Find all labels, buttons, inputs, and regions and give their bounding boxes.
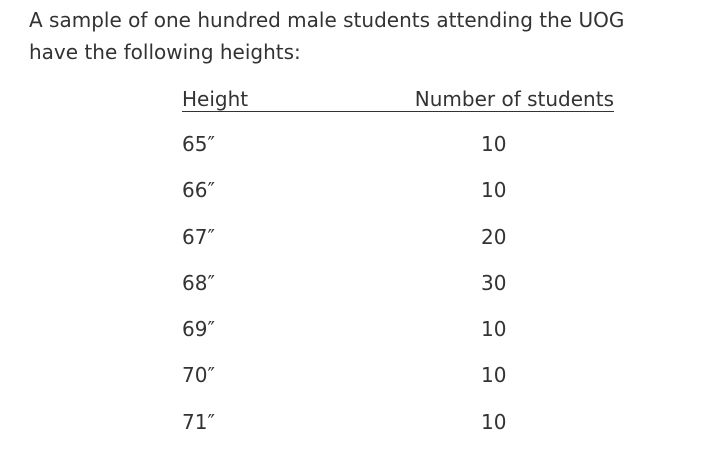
header-underline	[182, 111, 614, 112]
height-cell: 67″	[182, 224, 215, 249]
count-cell: 10	[481, 409, 507, 434]
height-cell: 71″	[182, 409, 215, 434]
table-row: 71″ 10	[182, 408, 614, 454]
height-cell: 66″	[182, 178, 215, 203]
count-cell: 30	[481, 270, 507, 295]
table-row: 67″ 20	[182, 223, 614, 269]
height-cell: 65″	[182, 132, 215, 156]
count-cell: 10	[481, 178, 507, 203]
height-cell: 68″	[182, 270, 215, 295]
table-row: 68″ 30	[182, 269, 614, 315]
count-cell: 10	[481, 317, 507, 342]
count-cell: 10	[481, 363, 507, 388]
intro-paragraph: A sample of one hundred male students at…	[29, 4, 679, 68]
heights-table: Height Number of students 65″ 10 66″ 10 …	[182, 86, 614, 434]
table-row: 66″ 10	[182, 176, 614, 222]
height-cell: 69″	[182, 317, 215, 342]
count-cell: 20	[481, 224, 507, 249]
table-row: 65″ 10	[182, 130, 614, 176]
intro-line-2: have the following heights:	[29, 40, 301, 64]
table-row: 69″ 10	[182, 315, 614, 361]
header-number-of-students: Number of students	[414, 87, 614, 111]
count-cell: 10	[481, 132, 507, 156]
table-header: Height Number of students	[182, 86, 614, 114]
table-body: 65″ 10 66″ 10 67″ 20 68″ 30 69″ 10 70″ 1…	[182, 130, 614, 454]
table-row: 70″ 10	[182, 361, 614, 407]
intro-line-1: A sample of one hundred male students at…	[29, 8, 625, 32]
height-cell: 70″	[182, 363, 215, 388]
header-height: Height	[182, 87, 249, 111]
